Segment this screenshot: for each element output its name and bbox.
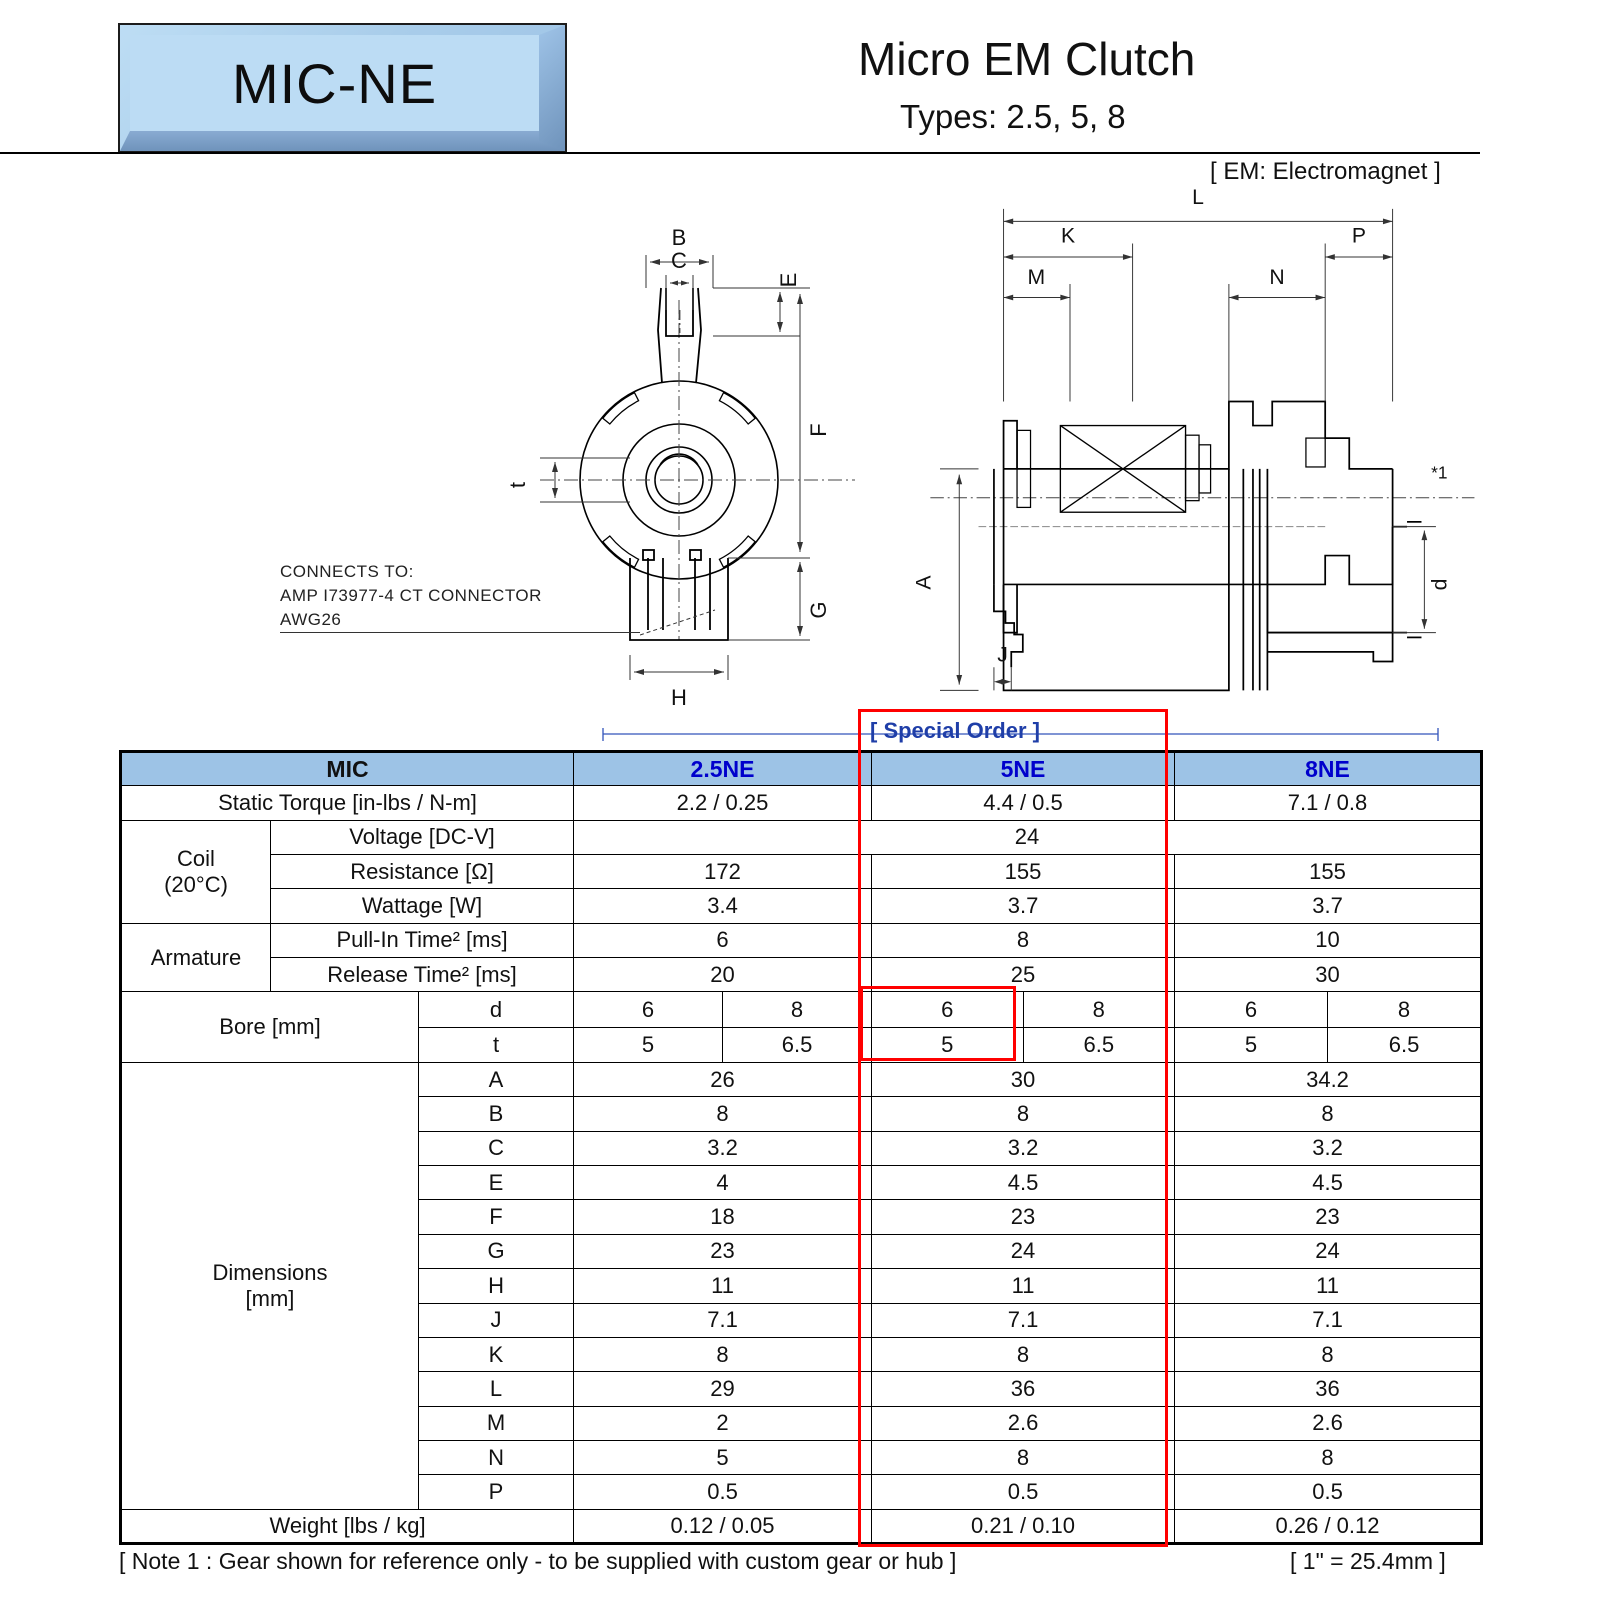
svg-text:E: E — [776, 273, 801, 288]
svg-text:M: M — [1027, 266, 1045, 289]
svg-text:A: A — [912, 575, 935, 590]
svg-text:P: P — [1352, 225, 1366, 248]
svg-text:*1: *1 — [1431, 463, 1447, 483]
svg-text:K: K — [1061, 225, 1075, 248]
svg-text:d: d — [1429, 579, 1452, 591]
svg-text:t: t — [505, 482, 530, 488]
svg-text:F: F — [806, 423, 831, 436]
svg-text:N: N — [1269, 266, 1284, 289]
svg-text:C: C — [671, 248, 687, 273]
svg-text:B: B — [672, 225, 687, 250]
svg-text:J: J — [997, 643, 1008, 666]
svg-text:G: G — [806, 601, 831, 618]
svg-text:L: L — [1192, 186, 1204, 209]
svg-text:H: H — [671, 685, 687, 710]
